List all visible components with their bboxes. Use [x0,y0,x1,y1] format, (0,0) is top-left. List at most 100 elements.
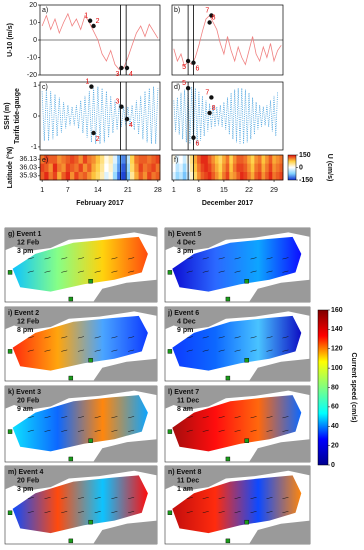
heat-cell [211,155,216,164]
heat-cell [197,155,201,164]
event-marker [91,23,96,29]
station [167,270,173,275]
heat-cell [207,163,212,172]
heat-cell [87,155,92,164]
plot-frame [39,4,161,76]
event-marker [185,58,191,64]
map-label: 20 Feb [17,397,39,404]
arrow [218,511,225,514]
station [7,270,13,275]
station [88,519,93,525]
heat-cell [117,171,122,181]
heat-cell [172,171,176,181]
colorbar-label: Current speed (cm/s) [350,352,357,422]
colorbar-tick-label: 140 [331,326,343,333]
heat-cell [82,155,88,164]
heat-cell [265,171,269,181]
heat-cell [151,155,157,164]
heat-cell [70,155,75,164]
heat-cell [44,155,49,164]
heat-cell [225,171,230,181]
heat-cell [95,171,101,181]
map-panel: m) Event 420 Feb 3 pm [4,465,158,545]
event-label: 8 [212,14,216,21]
arrow [250,336,257,339]
heat-cell [87,171,92,181]
arrow [282,497,289,500]
heat-cell [236,171,241,181]
colorbar-tick-label: 0 [299,164,303,171]
arrow [202,336,209,339]
heat-cell [112,171,118,181]
arrow [77,429,85,432]
arrow [202,416,209,419]
station [88,358,93,363]
heat-cell [197,171,201,181]
heat-cell [125,163,131,172]
event-marker [191,135,196,140]
map-panel: i) Event 212 Feb 8 pm [4,306,158,382]
station [88,438,93,443]
map-label: m) Event 4 [8,469,44,476]
colorbar-tick-label: 20 [331,442,339,449]
arrow [234,257,241,260]
heat-cell [229,163,234,172]
heat-cell [121,155,127,164]
map-label: j) Event 6 [167,310,199,317]
heat-cell [232,155,237,164]
event-label: 4 [129,71,133,78]
arrow [44,270,51,273]
arrow [111,497,118,500]
heat-cell [214,163,219,172]
arrow [27,429,34,432]
heat-cell [225,155,230,164]
map-label: 8 pm [17,327,33,334]
heat-cell [279,155,284,164]
event-label: 1 [85,78,89,85]
land [249,358,310,381]
map-panel: h) Event 54 Dec 3 pm [164,227,311,303]
arrow [128,511,135,514]
arrow [128,257,135,260]
current-field [172,315,302,371]
arrow [61,497,68,500]
panel-label: d) [174,84,180,91]
arrow [128,336,135,339]
arrow [27,349,34,352]
heat-cell [151,163,157,172]
heat-cell [78,163,84,172]
map-label: 9 pm [177,327,193,334]
colorbar-tick-label: 120 [331,346,343,353]
event-marker [124,65,130,71]
plot-frame [39,81,161,151]
heat-cell [218,171,223,181]
arrow [111,257,118,260]
heat-cell [275,163,280,172]
arrow [250,257,257,260]
heat-cell [134,163,139,172]
event-marker [124,116,130,122]
heat-cell [48,171,54,181]
heat-cell [229,155,234,164]
station [167,510,173,515]
colorbar [317,309,329,466]
heat-cell [147,155,152,164]
heat-cell [189,163,194,172]
arrow [234,336,241,339]
station [7,510,13,515]
x-tick-label: 1 [172,187,176,194]
panel-label: c) [42,84,48,91]
heat-cell [155,155,161,164]
station [68,375,74,381]
map-label: h) Event 5 [168,231,202,238]
heat-cell [108,171,114,181]
colorbar-tick-label: 0 [331,462,335,469]
heat-cell [142,171,148,181]
arrow [94,270,101,273]
y-axis-label: SSH (m) [4,102,11,129]
heat-cell [78,155,84,164]
map-panel: j) Event 64 Dec 9 pm [164,306,311,382]
land [249,439,310,462]
heat-cell [61,155,67,164]
